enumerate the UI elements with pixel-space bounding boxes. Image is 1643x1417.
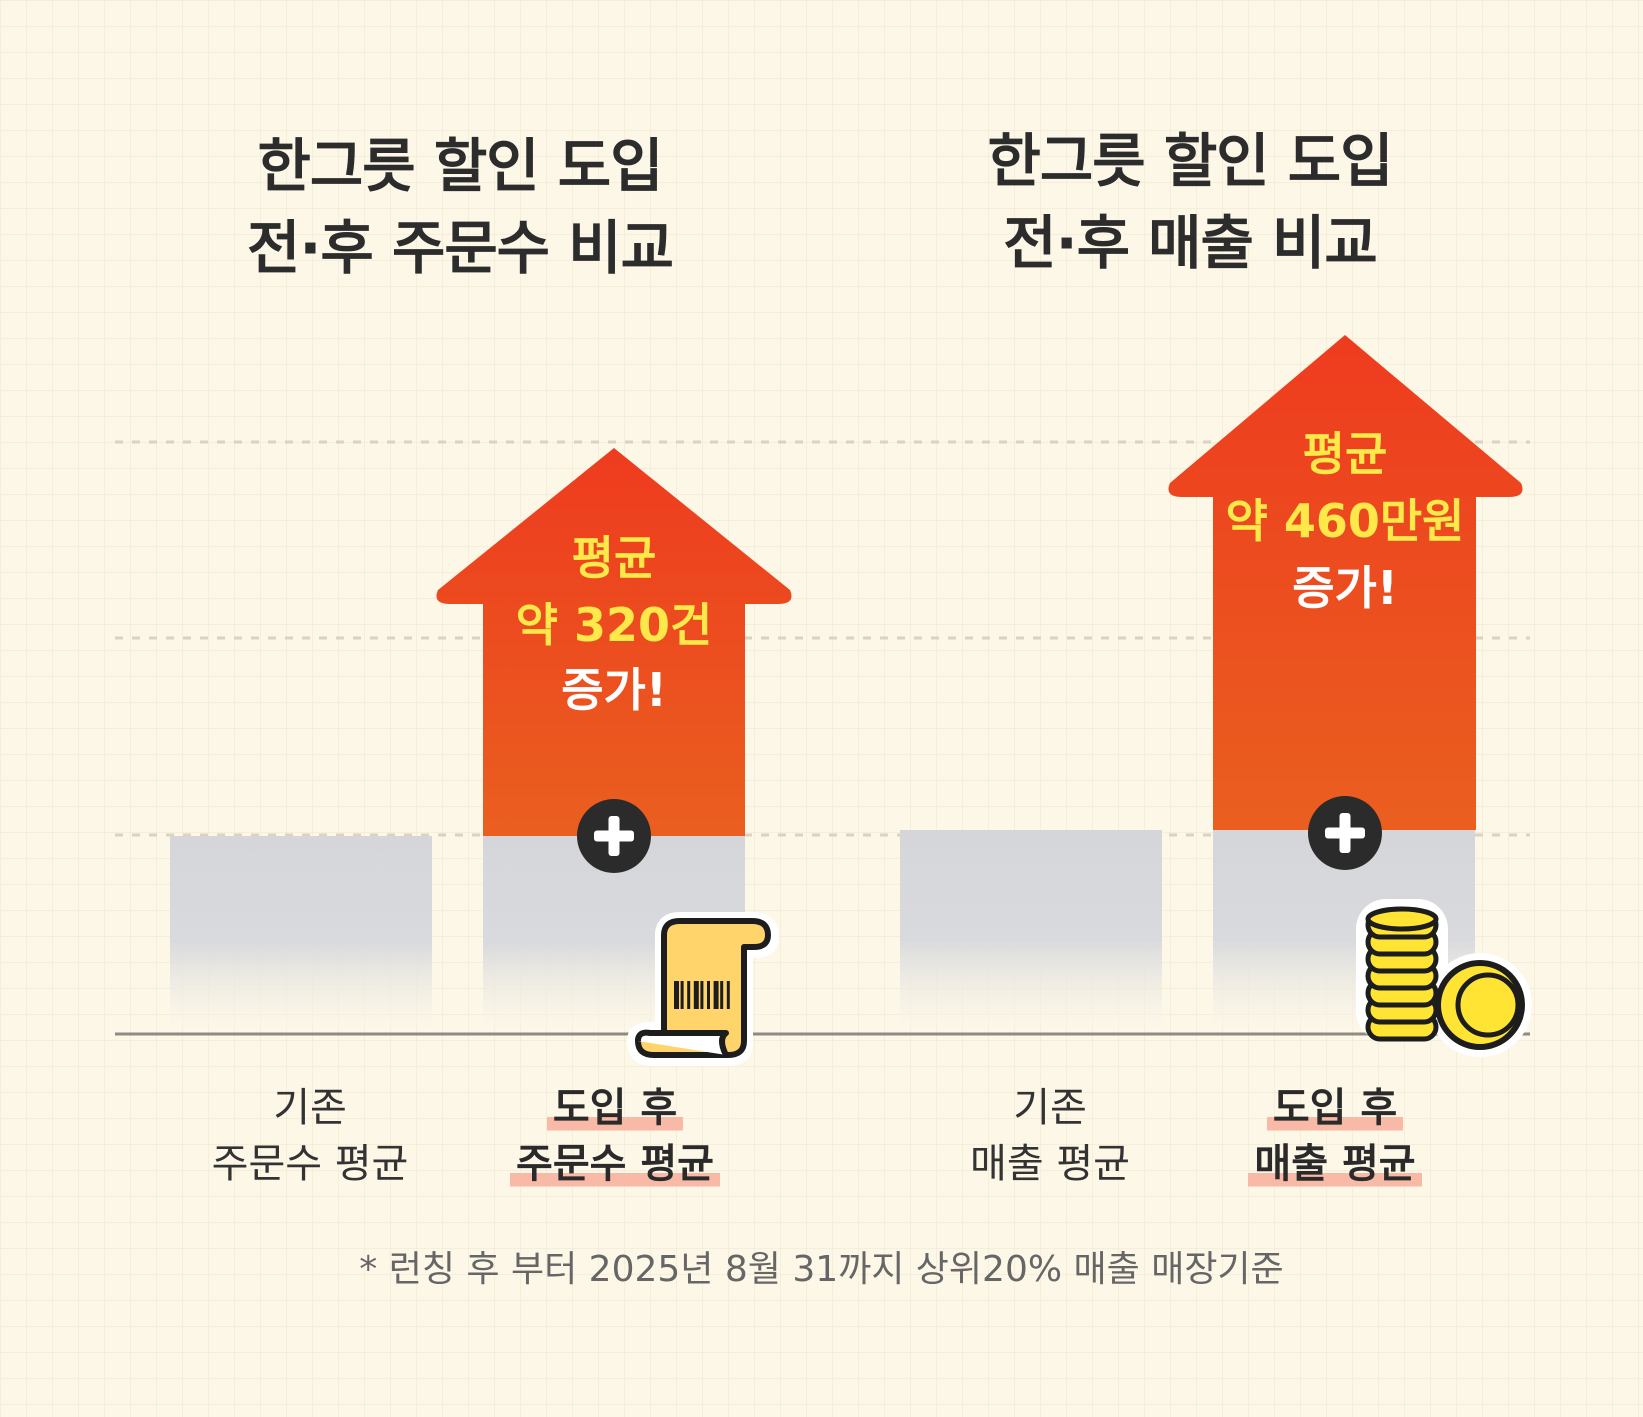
footnote: * 런칭 후 부터 2025년 8월 31까지 상위20% 매출 매장기준 bbox=[359, 1249, 1284, 1290]
category-label-orders-before: 기존 주문수 평균 bbox=[160, 1080, 460, 1192]
receipt-curl bbox=[635, 1029, 729, 1057]
coin-face bbox=[1455, 972, 1521, 1038]
increase-label: 약 320건 bbox=[516, 598, 713, 652]
category-line: 도입 후 bbox=[546, 1080, 684, 1136]
coin-top bbox=[1365, 906, 1439, 932]
bar-increase-arrow bbox=[436, 448, 792, 836]
title-line: 전·후 매출 비교 bbox=[1003, 209, 1378, 277]
barcode-line bbox=[707, 981, 710, 1009]
barcode-line bbox=[687, 981, 691, 1009]
increase-label: 증가! bbox=[561, 663, 667, 717]
barcode-line bbox=[720, 981, 724, 1009]
title-line: 전·후 주문수 비교 bbox=[247, 214, 674, 282]
barcode-line bbox=[700, 981, 704, 1009]
increase-label: 평균 bbox=[1303, 427, 1388, 481]
barcode-line bbox=[680, 981, 684, 1009]
increase-label: 평균 bbox=[572, 531, 657, 585]
bars bbox=[170, 335, 1523, 1030]
increase-label: 증가! bbox=[1292, 561, 1398, 615]
category-label-sales-before: 기존 매출 평균 bbox=[900, 1080, 1200, 1192]
increase-label: 약 460만원 bbox=[1226, 494, 1465, 548]
category-line: 주문수 평균 bbox=[510, 1136, 720, 1192]
title-line: 한그릇 할인 도입 bbox=[257, 132, 664, 200]
plus-icon-v bbox=[1339, 813, 1351, 853]
chart-title-sales: 한그릇 할인 도입 전·후 매출 비교 bbox=[890, 120, 1490, 284]
icons bbox=[627, 899, 1532, 1066]
chart-title-orders: 한그릇 할인 도입 전·후 주문수 비교 bbox=[160, 125, 760, 289]
category-line: 매출 평균 bbox=[970, 1141, 1130, 1187]
plus-icon-v bbox=[608, 816, 620, 856]
category-line: 기존 bbox=[273, 1085, 347, 1131]
barcode-line bbox=[693, 981, 699, 1009]
bar-increase-arrow bbox=[1168, 335, 1523, 830]
category-line: 매출 평균 bbox=[1248, 1136, 1422, 1192]
coins-icon bbox=[1356, 899, 1532, 1057]
category-label-sales-after: 도입 후 매출 평균 bbox=[1185, 1080, 1485, 1192]
barcode-line bbox=[674, 981, 679, 1009]
barcode-line bbox=[713, 981, 719, 1009]
bar-before bbox=[900, 830, 1162, 1030]
bar-before bbox=[170, 836, 432, 1030]
category-label-orders-after: 도입 후 주문수 평균 bbox=[460, 1080, 770, 1192]
receipt-icon bbox=[627, 912, 779, 1066]
title-line: 한그릇 할인 도입 bbox=[987, 127, 1394, 195]
category-line: 주문수 평균 bbox=[211, 1141, 409, 1187]
category-line: 도입 후 bbox=[1266, 1080, 1404, 1136]
barcode-line bbox=[726, 981, 730, 1009]
category-line: 기존 bbox=[1013, 1085, 1087, 1131]
